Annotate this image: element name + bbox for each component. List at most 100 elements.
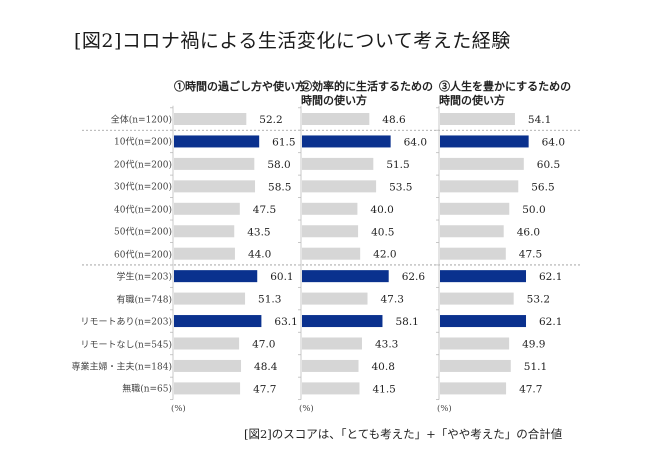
bar [440, 157, 524, 170]
category-label: 20代(n=200) [114, 160, 172, 171]
data-label: 51.5 [386, 159, 409, 171]
data-label: 47.5 [253, 204, 276, 216]
data-label: 60.5 [537, 159, 560, 171]
panel-title-3: ③人生を豊かにするための時間の使い方 [439, 80, 572, 107]
bar [440, 382, 507, 395]
bar [440, 337, 510, 350]
bar [174, 157, 255, 170]
bar [174, 337, 240, 350]
bar [302, 292, 368, 305]
data-label: 61.5 [272, 136, 295, 148]
data-label: 49.9 [522, 339, 545, 351]
data-label: 53.5 [389, 181, 412, 193]
chart-title: [図2]コロナ禍による生活変化について考えた経験 [74, 30, 511, 52]
bar [174, 135, 260, 148]
bar [174, 202, 240, 215]
data-label: 56.5 [531, 181, 554, 193]
category-label: 60代(n=200) [114, 250, 172, 261]
category-label: リモートなし(n=545) [80, 340, 172, 350]
data-label: 46.0 [517, 226, 540, 238]
bar [302, 382, 360, 395]
data-label: 52.2 [259, 114, 282, 126]
data-label: 58.0 [267, 159, 290, 171]
data-label: 43.5 [247, 226, 270, 238]
category-label: 専業主婦・主夫(n=184) [71, 362, 172, 373]
data-label: 47.5 [519, 249, 542, 261]
unit-label-1: (%) [171, 404, 186, 414]
bar [440, 135, 529, 148]
bar [440, 315, 527, 328]
data-label: 40.5 [371, 226, 394, 238]
bar [174, 292, 246, 305]
data-label: 62.1 [539, 316, 562, 328]
data-label: 54.1 [528, 114, 551, 126]
data-label: 40.0 [370, 204, 393, 216]
category-label: 無職(n=65) [122, 384, 172, 395]
category-label: 40代(n=200) [114, 205, 172, 216]
unit-label-2: (%) [299, 404, 314, 414]
category-label: リモートあり(n=203) [80, 317, 172, 328]
bar [174, 315, 262, 328]
data-label: 44.0 [248, 249, 271, 261]
data-label: 48.6 [382, 114, 406, 126]
data-label: 53.2 [527, 294, 550, 306]
bar [302, 270, 389, 283]
data-label: 47.7 [253, 383, 276, 395]
bar [174, 247, 235, 260]
panel-title-1: ①時間の過ごし方や使い方 [174, 80, 306, 93]
data-label: 64.0 [542, 136, 565, 148]
data-label: 40.8 [372, 361, 395, 373]
bar [302, 225, 359, 238]
bar [440, 180, 519, 193]
data-label: 47.3 [381, 294, 404, 306]
data-label: 47.7 [519, 383, 542, 395]
bar [302, 315, 383, 328]
unit-label-3: (%) [437, 404, 452, 414]
data-label: 47.0 [252, 339, 275, 351]
bar [440, 359, 511, 372]
bar [174, 113, 247, 125]
data-label: 63.1 [274, 316, 297, 328]
data-label: 41.5 [372, 383, 395, 395]
bar [302, 180, 377, 193]
bar [302, 135, 391, 148]
bar [440, 247, 506, 260]
category-label: 30代(n=200) [114, 182, 172, 193]
data-label: 62.6 [402, 271, 426, 283]
data-label: 60.1 [270, 271, 293, 283]
bar [440, 292, 514, 305]
bar [174, 225, 235, 238]
bar [440, 270, 527, 283]
data-label: 58.5 [268, 181, 291, 193]
data-label: 48.4 [254, 361, 278, 373]
bar [302, 157, 374, 170]
bar [174, 270, 258, 283]
category-label: 有職(n=748) [116, 295, 172, 306]
bar [302, 337, 362, 350]
bar [174, 382, 241, 395]
data-label: 64.0 [404, 136, 427, 148]
category-label: 学生(n=203) [116, 272, 172, 283]
bar [302, 202, 358, 215]
bar [440, 225, 504, 238]
bar [302, 359, 359, 372]
panel-title-2: ②効率的に生活するための時間の使い方 [301, 80, 433, 107]
category-label: 全体(n=1200) [110, 115, 172, 126]
data-label: 50.0 [522, 204, 545, 216]
data-label: 62.1 [539, 271, 562, 283]
footnote: [図2]のスコアは、「とても考えた」+「やや考えた」の合計値 [244, 427, 563, 441]
data-label: 51.1 [524, 361, 547, 373]
bar [302, 247, 361, 260]
bar [440, 113, 515, 125]
data-label: 58.1 [395, 316, 418, 328]
category-label: 10代(n=200) [114, 137, 172, 148]
data-label: 42.0 [373, 249, 396, 261]
bar [174, 359, 242, 372]
bar [440, 202, 510, 215]
bar [174, 180, 256, 193]
bar [302, 113, 370, 125]
data-label: 43.3 [375, 339, 398, 351]
category-label: 50代(n=200) [114, 227, 172, 238]
data-label: 51.3 [258, 294, 281, 306]
